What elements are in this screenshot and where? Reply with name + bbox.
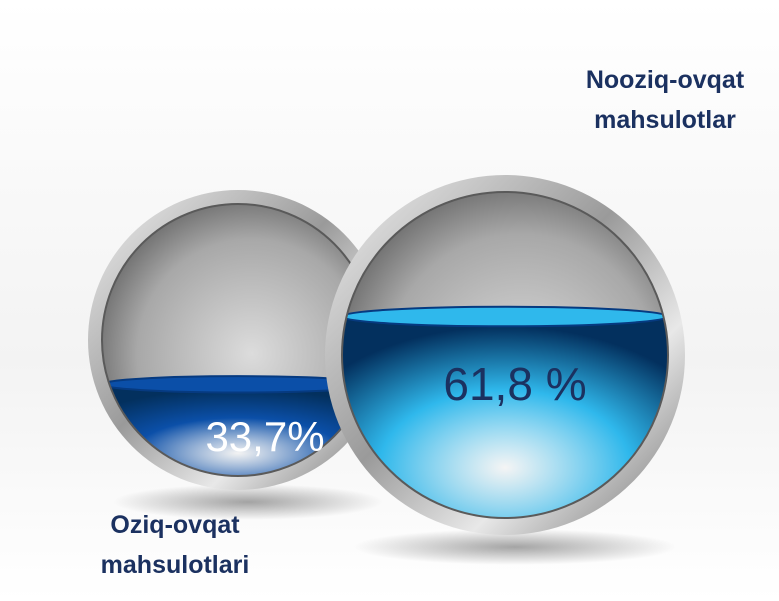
value-label: 61,8 % (443, 358, 586, 410)
value-label: 33,7% (205, 413, 324, 460)
sphere-shadow (353, 529, 677, 565)
sphere-shadow (113, 484, 383, 520)
category-label: Nooziq-ovqat mahsulotlar (585, 66, 745, 134)
category-label: Oziq-ovqat mahsulotlari (100, 511, 250, 579)
liquid-surface (342, 305, 668, 328)
liquid-surface (102, 375, 374, 394)
sphere-rim (341, 191, 669, 519)
